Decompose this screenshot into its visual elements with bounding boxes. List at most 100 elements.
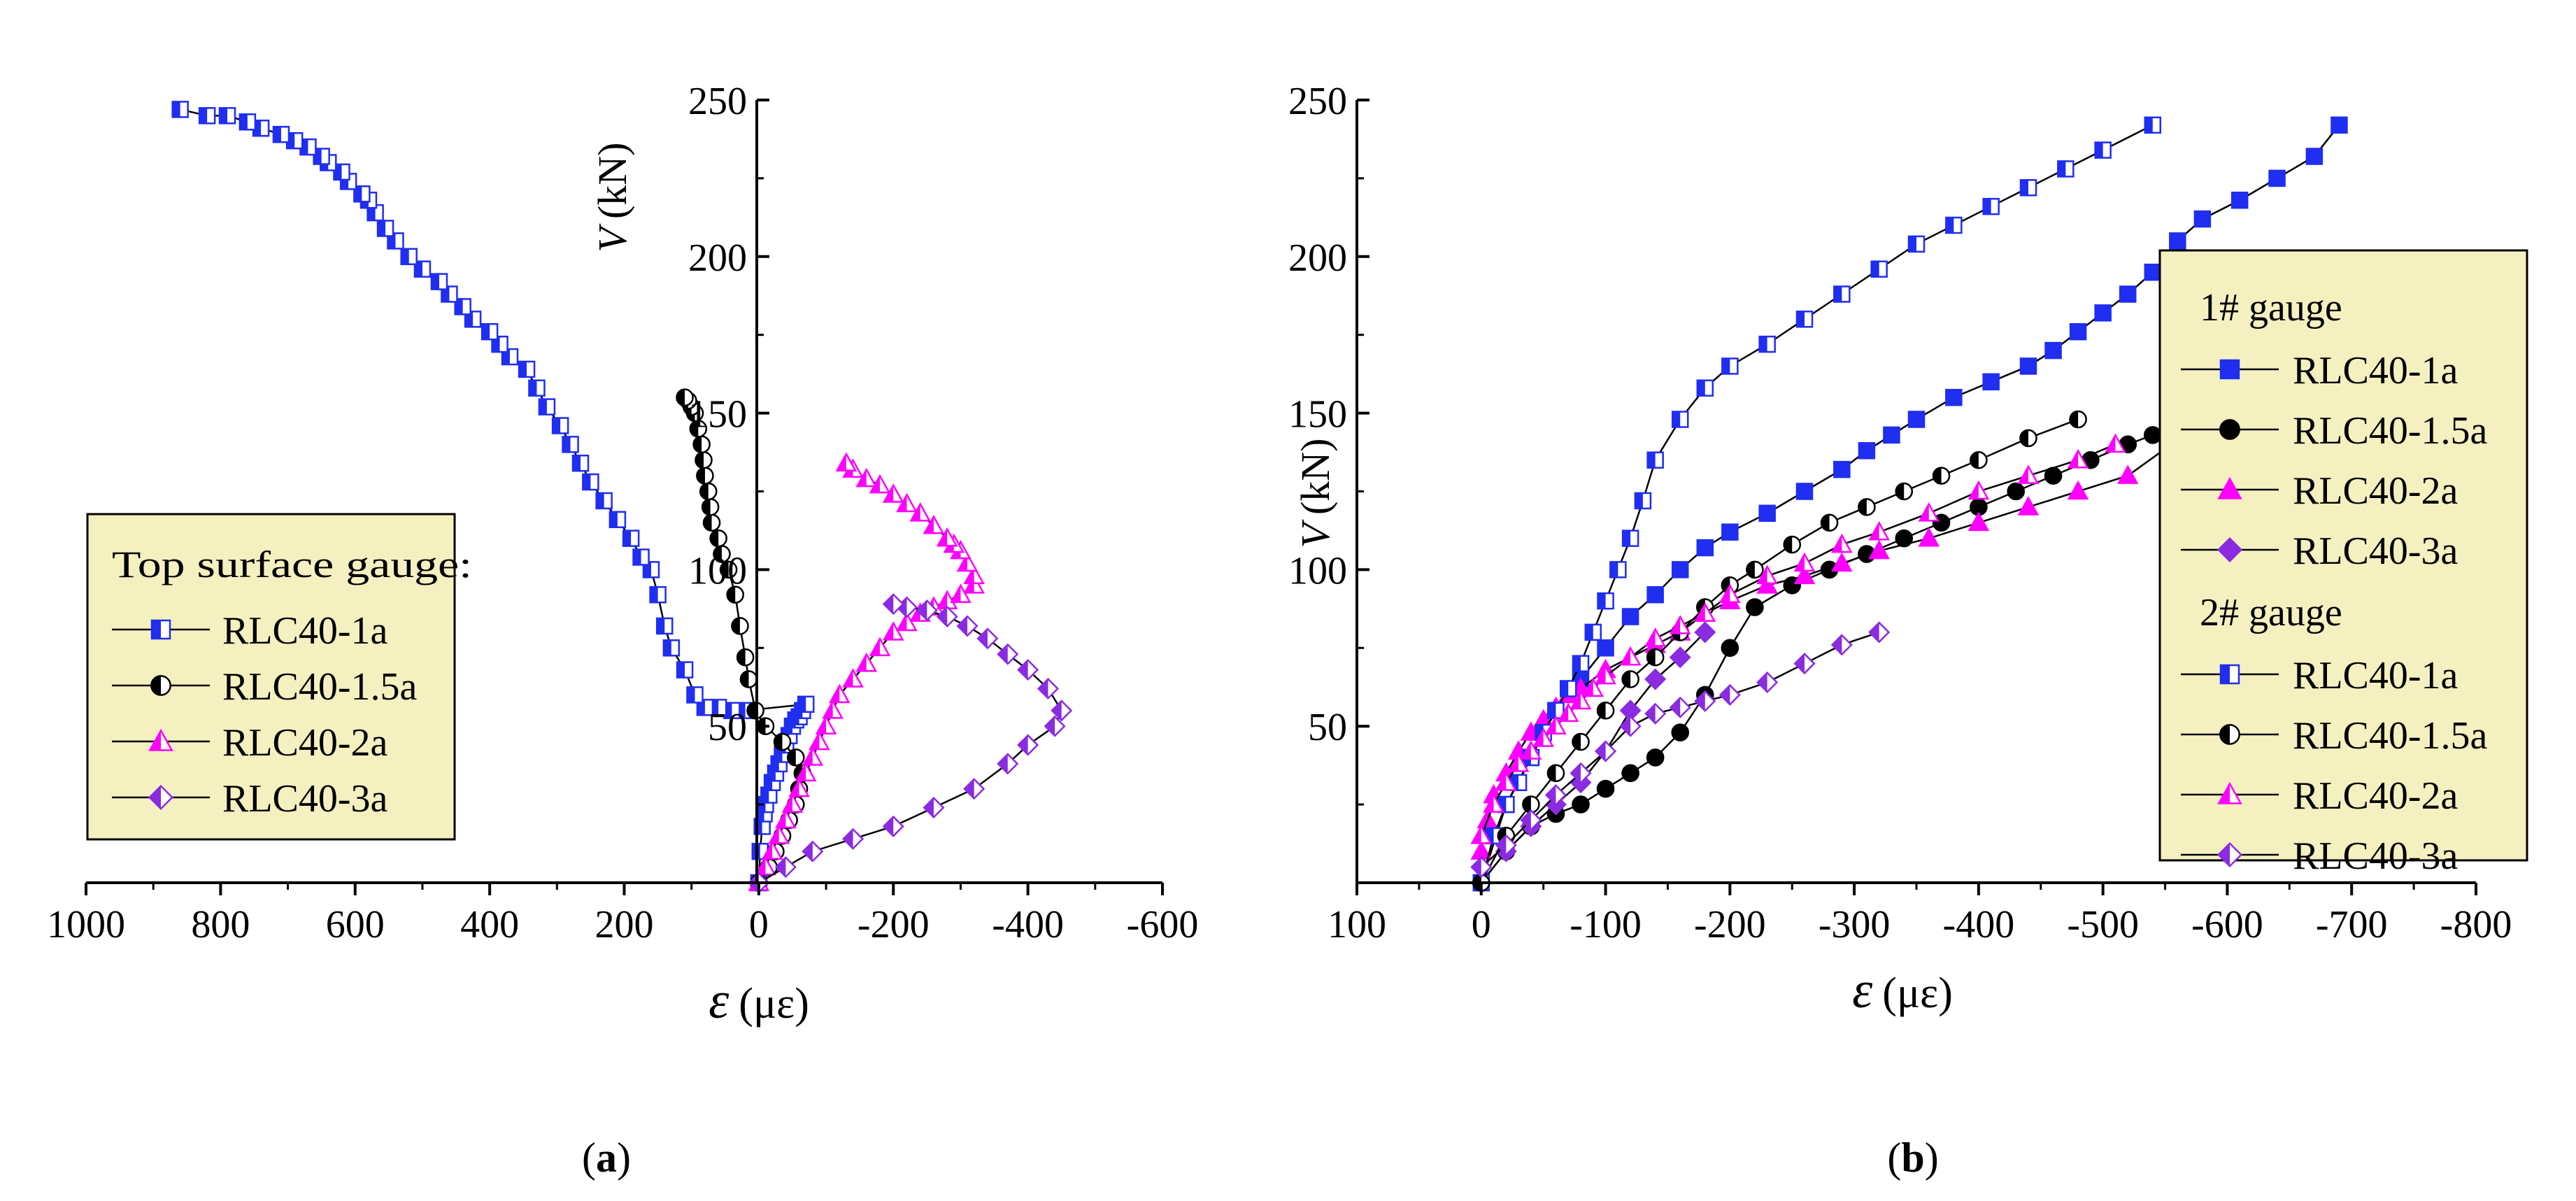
panel-b-data-point (1646, 585, 1664, 604)
panel-a-data-point (595, 492, 613, 510)
panel-b-data-point (1470, 856, 1493, 879)
panel-b-x-tick-label: -400 (1943, 903, 2015, 946)
panel-a-data-point (218, 107, 236, 125)
legend-marker (2216, 536, 2243, 563)
panel-b-data-point (1945, 388, 1963, 406)
panel-a-data-point (582, 473, 599, 491)
panel-a-data-point (786, 748, 805, 767)
panel-b-x-tick-label: -500 (2067, 903, 2139, 946)
panel-b-data-point (1507, 753, 1530, 772)
panel-b-data-point (1470, 825, 1493, 844)
panel-a-data-point (695, 450, 713, 469)
panel-b-data-point (1545, 715, 1567, 735)
panel-b-data-point (2169, 232, 2186, 250)
panel-a-data-point (713, 545, 731, 563)
panel-a: 1000 800 600 400 200 0 -200 -400 -600 50 100 150 200… (47, 80, 1198, 1181)
panel-a-data-point (869, 637, 891, 657)
panel-a-data-point (649, 585, 667, 604)
panel-b-data-point (1522, 795, 1540, 813)
panel-b-y-tick-label: 150 (1288, 393, 1347, 436)
panel-a-data-point (696, 467, 714, 485)
panel-b-data-point (1758, 335, 1776, 353)
panel-b-series-5 (1472, 410, 2087, 892)
panel-a-legend-title: Top surface gauge: (112, 543, 472, 585)
panel-a-data-point (562, 436, 579, 453)
panel-a-series-2 (748, 452, 985, 891)
panel-b-x-tick-label: -300 (1819, 903, 1891, 946)
panel-b-data-point (1595, 665, 1616, 685)
panel-a-x-tick-label: 400 (460, 903, 519, 946)
panel-b-data-point (1646, 648, 1665, 667)
panel-b-data-point (1609, 561, 1627, 578)
panel-b-ylabel: V(kN) (1293, 439, 1338, 548)
panel-a-data-point (923, 797, 945, 819)
panel-a-data-point (963, 574, 985, 594)
panel-b-data-point (2044, 341, 2062, 360)
panel-a-data-point (773, 732, 792, 751)
panel-b-data-point (1918, 527, 1940, 547)
legend-entry: RLC40-2a (112, 721, 388, 765)
panel-a-data-point (676, 661, 694, 678)
panel-a-data-point (491, 335, 508, 353)
panel-b-data-point (1619, 646, 1642, 666)
panel-b-y-tick-label: 200 (1288, 236, 1347, 280)
panel-a-data-point (774, 856, 797, 879)
panel-a-data-point (609, 511, 627, 529)
panel-a-data-point (1044, 715, 1066, 737)
panel-b-data-point (1895, 482, 1914, 501)
panel-a-data-point (518, 360, 536, 378)
panel-b-data-point (1596, 702, 1615, 720)
panel-b-data-point (2094, 141, 2112, 159)
legend-entry: RLC40-1a (2181, 349, 2458, 392)
panel-a-y-tick-label: 250 (688, 80, 747, 123)
panel-b-data-point (2019, 357, 2037, 375)
panel-a-data-point (923, 514, 945, 534)
legend-marker (148, 784, 174, 811)
panel-b-data-point (1619, 715, 1642, 737)
panel-b-axes (1355, 99, 2477, 895)
panel-b-ylabel-symbol: V (1293, 518, 1338, 548)
panel-a-data-point (272, 125, 290, 143)
panel-b-data-point (1621, 608, 1639, 625)
panel-b-data-point (2007, 482, 2026, 501)
panel-a-data-point (916, 599, 938, 622)
legend-group-title: 2# gauge (2200, 591, 2342, 634)
panel-b-data-point (1932, 467, 1951, 485)
panel-b-data-point (1646, 748, 1665, 767)
panel-a-data-point (956, 552, 979, 572)
panel-a-data-point (528, 379, 546, 397)
panel-a-data-point (828, 683, 851, 704)
panel-a-data-point (726, 585, 745, 604)
legend-marker (2219, 359, 2240, 380)
panel-b-x-tick-label: -100 (1570, 903, 1642, 946)
panel-a-y-tick-label: 200 (688, 236, 747, 280)
panel-a-data-point (285, 132, 304, 150)
panel-a-data-point (430, 273, 448, 290)
panel-b-tick-labels: 100 0 -100 -200 -300 -400 -500 -600 -700 -800 50 10… (1288, 80, 2512, 946)
panel-b-data-point (1783, 535, 1802, 554)
panel-a-x-tick-label: -600 (1127, 903, 1199, 946)
panel-a-data-point (936, 606, 958, 628)
panel-b-data-point (2105, 433, 2126, 453)
panel-a-data-point (739, 670, 758, 688)
panel-b-data-point (1495, 771, 1517, 791)
panel-a-data-point (842, 827, 864, 850)
panel-b-series-2 (1470, 433, 2182, 860)
panel-a-caption-letter: a (596, 1135, 617, 1181)
panel-b-data-point (1532, 727, 1554, 747)
panel-a-xlabel-symbol: ε (709, 972, 730, 1030)
panel-b-data-point (1634, 492, 1652, 510)
panel-b-data-point (1883, 426, 1900, 444)
panel-b-data-point (1758, 504, 1776, 523)
panel-a-series-1 (676, 388, 812, 892)
panel-a-data-point (736, 648, 755, 667)
legend-entry: RLC40-1.5a (2181, 714, 2488, 758)
panel-b-data-point (1756, 574, 1778, 594)
panel-b-data-point (2230, 191, 2249, 209)
panel-a-legend-entries: RLC40-1a RLC40-1.5a RLC40-2a RLC40-3a (112, 609, 418, 820)
panel-b-data-point (1520, 809, 1542, 831)
panel-b-data-point (1833, 460, 1851, 478)
panel-a-data-point (809, 730, 830, 751)
panel-a-data-point (353, 185, 371, 203)
